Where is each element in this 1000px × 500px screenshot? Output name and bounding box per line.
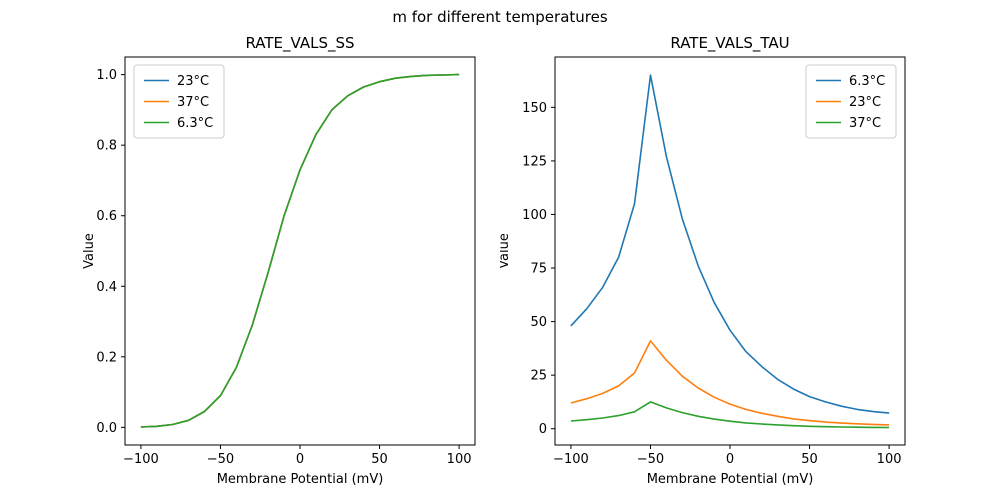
subplot-ss-xlabel: Membrane Potential (mV) xyxy=(217,472,384,487)
subplot-tau-xlabel: Membrane Potential (mV) xyxy=(647,472,814,487)
subplot-tau-title: RATE_VALS_TAU xyxy=(670,34,789,53)
x-tick-label: 100 xyxy=(877,452,902,467)
y-tick-label: 50 xyxy=(530,315,547,330)
series-line-6.3°C xyxy=(570,74,890,414)
y-tick-label: 1.0 xyxy=(96,68,117,83)
y-tick-label: 150 xyxy=(522,101,547,116)
x-tick-label: 50 xyxy=(801,452,818,467)
legend-box xyxy=(805,64,897,139)
legend-entry-label: 37°C xyxy=(177,95,209,110)
y-tick-label: 75 xyxy=(530,262,547,277)
x-tick-label: 0 xyxy=(726,452,734,467)
legend-entry-label: 23°C xyxy=(177,74,209,89)
y-tick-label: 25 xyxy=(530,369,547,384)
legend-entry-label: 23°C xyxy=(849,95,881,110)
y-tick-label: 0.4 xyxy=(96,280,117,295)
subplot-tau-ylabel: Value xyxy=(500,233,512,269)
x-tick-label: 100 xyxy=(447,452,472,467)
y-tick-label: 0.6 xyxy=(96,209,117,224)
plot-area-ss: −100 −50 0 50 100 0.0 0.2 0.4 0.6 0.8 1.0 23°C 37°C 6… xyxy=(96,56,476,467)
x-tick-label: 0 xyxy=(296,452,304,467)
x-tick-label: −100 xyxy=(123,452,159,467)
series-line-23°C xyxy=(570,340,890,426)
subplot-ss-title: RATE_VALS_SS xyxy=(245,34,354,53)
y-tick-label: 0 xyxy=(539,422,547,437)
subplot-rate-vals-tau: −100 −50 0 50 100 0 25 50 75 100 125 150 6.3°C 23°C 37… xyxy=(500,34,906,487)
series-line-6.3°C xyxy=(140,73,460,428)
plot-area-tau: −100 −50 0 50 100 0 25 50 75 100 125 150 6.3°C 23°C 37… xyxy=(522,56,906,467)
legend-box xyxy=(133,64,225,139)
subplot-ss-ylabel: Value xyxy=(82,233,97,269)
figure-title: m for different temperatures xyxy=(392,8,608,26)
subplot-rate-vals-ss: −100 −50 0 50 100 0.0 0.2 0.4 0.6 0.8 1.0 23°C 37°C 6… xyxy=(82,34,476,487)
series-line-37°C xyxy=(570,401,890,429)
x-tick-label: −50 xyxy=(207,452,234,467)
legend-entry-label: 6.3°C xyxy=(849,74,885,89)
y-tick-label: 0.8 xyxy=(96,139,117,154)
y-tick-label: 0.2 xyxy=(96,350,117,365)
x-tick-label: −100 xyxy=(553,452,589,467)
legend-entry-label: 37°C xyxy=(849,116,881,131)
y-tick-label: 100 xyxy=(522,208,547,223)
y-tick-label: 0.0 xyxy=(96,421,117,436)
legend-entry-label: 6.3°C xyxy=(177,116,213,131)
y-tick-label: 125 xyxy=(522,154,547,169)
x-tick-label: −50 xyxy=(637,452,664,467)
x-tick-label: 50 xyxy=(371,452,388,467)
